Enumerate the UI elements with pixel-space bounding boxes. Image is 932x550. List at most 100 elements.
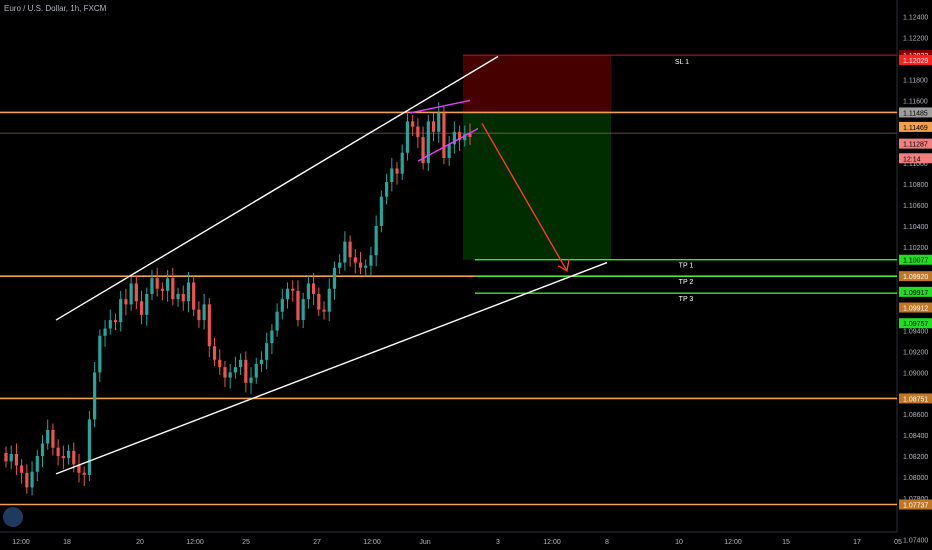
time-tick-label: Jun [419, 539, 430, 546]
candle-body [87, 419, 92, 475]
price-tick-label: 1.11800 [903, 77, 928, 84]
candle-body [202, 304, 206, 321]
time-tick-label: 10 [675, 539, 683, 546]
candle-body [311, 283, 316, 294]
price-badge-label: 1.09917 [903, 290, 928, 297]
candle-body [176, 293, 180, 300]
candle-body [400, 152, 404, 174]
candle-body [395, 168, 399, 174]
price-tick-label: 1.10800 [903, 182, 928, 189]
price-badge [899, 153, 932, 164]
time-tick-label: 3 [496, 539, 500, 546]
price-tick-label: 1.08000 [903, 475, 928, 482]
logo-icon[interactable] [3, 507, 23, 527]
price-badge-label: 1.09912 [903, 306, 928, 313]
price-tick-label: 1.07800 [903, 496, 928, 503]
candle-body [51, 429, 55, 448]
candle-body [129, 283, 133, 305]
candle-body [103, 328, 107, 336]
price-badge [899, 393, 932, 404]
price-badge-label: 1.12029 [903, 58, 928, 65]
price-badge [899, 54, 932, 65]
projection-arrow [481, 123, 568, 272]
time-tick-label: 12:00 [186, 539, 204, 546]
candle-body [124, 299, 128, 305]
price-badge [899, 318, 932, 329]
price-badge-label: 1.10077 [903, 258, 928, 265]
price-tick-label: 1.10200 [903, 245, 928, 252]
candle-body [390, 168, 394, 183]
price-badge-label: 1.09920 [903, 274, 928, 281]
candle-body [228, 372, 232, 378]
candle-body [291, 288, 295, 291]
price-badge-label: 12:14 [903, 156, 921, 163]
candle-body [93, 372, 97, 420]
price-tick-label: 1.08400 [903, 433, 928, 440]
candle-body [301, 299, 305, 321]
candle-body [14, 453, 19, 466]
candle-body [468, 133, 472, 138]
candle-body [77, 464, 81, 473]
candle-body [181, 293, 185, 302]
candle-body [275, 311, 279, 331]
candle-body [270, 330, 274, 344]
price-badge-label: 1.09757 [903, 321, 928, 328]
price-badge [899, 286, 932, 297]
candle-body [280, 299, 284, 312]
price-tick-label: 1.08600 [903, 412, 928, 419]
price-badge-label: 1.11287 [903, 142, 928, 149]
projection-arrow-head [557, 259, 570, 273]
price-tick-label: 1.10400 [903, 224, 928, 231]
candle-body [160, 288, 165, 291]
candle-body [431, 121, 436, 132]
candle-body [411, 121, 415, 127]
candle-body [30, 471, 34, 488]
candle-body [259, 359, 264, 365]
candle-body [327, 288, 331, 312]
price-tick-label: 1.09000 [903, 370, 928, 377]
time-tick-label: 15 [782, 539, 790, 546]
candle-body [463, 133, 467, 141]
candle-body [348, 241, 352, 258]
trendline [55, 261, 608, 475]
candle-body [369, 255, 373, 266]
time-tick-label: 05 [894, 539, 902, 546]
candle-body [155, 278, 159, 289]
candle-body [145, 293, 149, 315]
candle-body [364, 265, 368, 268]
price-tick-label: 1.09400 [903, 329, 928, 336]
candle-body [119, 299, 123, 323]
price-badge [899, 499, 932, 510]
candle-body [254, 364, 258, 378]
candle-body [374, 225, 378, 256]
candle-body [249, 377, 253, 383]
candle-body [437, 112, 441, 132]
candle-body [197, 309, 201, 321]
candle-body [306, 283, 310, 300]
candle-body [9, 453, 13, 462]
candle-body [353, 257, 357, 263]
candle-body [113, 320, 118, 323]
price-badge [899, 254, 932, 265]
price-badge-label: 1.11485 [903, 110, 928, 117]
candle-body [405, 121, 410, 153]
symbol-header: Euro / U.S. Dollar, 1h, FXCM [4, 4, 107, 13]
candle-body [452, 131, 456, 145]
trendline [55, 55, 499, 321]
candle-body [82, 472, 86, 475]
price-badge [899, 302, 932, 313]
candle-body [25, 472, 29, 488]
candle-body [4, 452, 8, 462]
candle-body [46, 429, 50, 444]
candle-body [338, 262, 342, 268]
time-tick-label: 25 [242, 539, 250, 546]
candle-body [384, 182, 389, 197]
candle-body [442, 112, 446, 158]
candle-body [426, 121, 430, 164]
flag-lower-line [417, 128, 479, 162]
candle-body [416, 126, 420, 138]
candle-body [61, 456, 65, 459]
take-profit-label: TP 3 [679, 296, 694, 303]
candle-body [20, 465, 24, 473]
